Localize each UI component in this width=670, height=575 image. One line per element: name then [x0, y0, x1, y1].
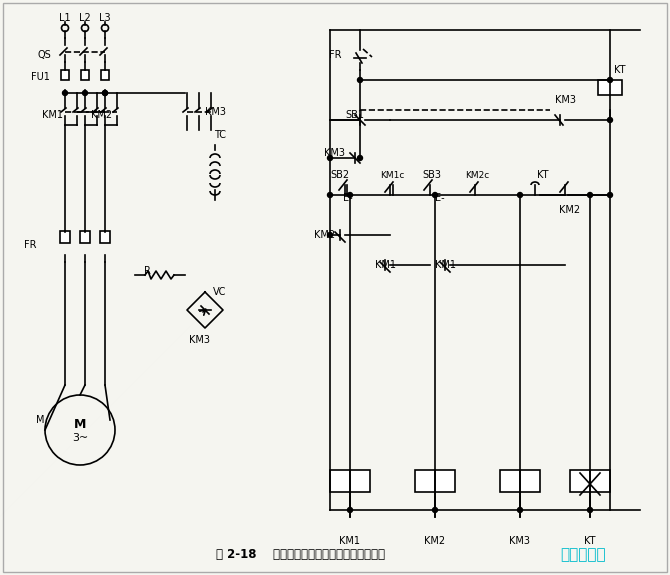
Text: R: R [143, 266, 151, 276]
Text: KM1c: KM1c [380, 171, 404, 179]
Circle shape [103, 90, 107, 95]
Text: 3~: 3~ [72, 433, 88, 443]
Text: M: M [36, 415, 44, 425]
Text: L2: L2 [79, 13, 91, 23]
Circle shape [517, 193, 523, 197]
Text: KM3: KM3 [204, 107, 226, 117]
Text: KM1: KM1 [42, 110, 63, 120]
Text: KM3: KM3 [190, 335, 210, 345]
Text: L1: L1 [59, 13, 71, 23]
Text: E-: E- [343, 193, 353, 203]
Text: KM2c: KM2c [465, 171, 489, 179]
Text: FR: FR [329, 50, 341, 60]
Circle shape [608, 117, 612, 122]
Circle shape [103, 90, 107, 95]
Bar [570, 470, 610, 492]
Text: KM1: KM1 [340, 536, 360, 546]
Circle shape [358, 78, 362, 82]
Circle shape [62, 90, 68, 95]
Text: KT: KT [584, 536, 596, 546]
Bar [60, 231, 70, 243]
Circle shape [588, 193, 592, 197]
Circle shape [328, 193, 332, 197]
Bar [500, 470, 540, 492]
Text: VC: VC [213, 287, 226, 297]
Text: KM2: KM2 [424, 536, 446, 546]
Bar [61, 70, 69, 80]
Text: TC: TC [214, 130, 226, 140]
Circle shape [608, 78, 612, 82]
Circle shape [348, 508, 352, 512]
Text: E-: E- [436, 193, 445, 203]
Bar [101, 70, 109, 80]
Circle shape [608, 193, 612, 197]
Text: KM1: KM1 [435, 260, 456, 270]
Text: FU1: FU1 [31, 72, 50, 82]
Text: KM3: KM3 [324, 148, 345, 158]
Text: KM3: KM3 [509, 536, 531, 546]
Text: QS: QS [38, 50, 51, 60]
Bar [598, 80, 622, 95]
Text: KT: KT [537, 170, 549, 180]
Bar [415, 470, 455, 492]
Bar [80, 231, 90, 243]
Text: 自动秒链接: 自动秒链接 [560, 547, 606, 562]
Circle shape [328, 232, 332, 237]
Circle shape [328, 155, 332, 160]
Text: FR: FR [23, 240, 36, 250]
Text: SB3: SB3 [423, 170, 442, 180]
Circle shape [348, 193, 352, 197]
Circle shape [82, 90, 88, 95]
Bar [81, 70, 89, 80]
Bar [330, 470, 370, 492]
Circle shape [433, 508, 438, 512]
Text: KM2: KM2 [91, 110, 113, 120]
Bar [100, 231, 110, 243]
Text: M: M [74, 419, 86, 431]
Text: KM1: KM1 [375, 260, 395, 270]
Text: KM3: KM3 [555, 95, 576, 105]
Circle shape [517, 508, 523, 512]
Text: KM2: KM2 [314, 230, 335, 240]
Text: KM2: KM2 [559, 205, 581, 215]
Circle shape [588, 508, 592, 512]
Text: 图 2-18    电动机可逆运行的能耗制动控制线路: 图 2-18 电动机可逆运行的能耗制动控制线路 [216, 549, 385, 562]
Text: SB1: SB1 [345, 110, 364, 120]
Text: L3: L3 [99, 13, 111, 23]
Text: KT: KT [614, 65, 626, 75]
Circle shape [433, 193, 438, 197]
Circle shape [358, 155, 362, 160]
Text: SB2: SB2 [330, 170, 350, 180]
